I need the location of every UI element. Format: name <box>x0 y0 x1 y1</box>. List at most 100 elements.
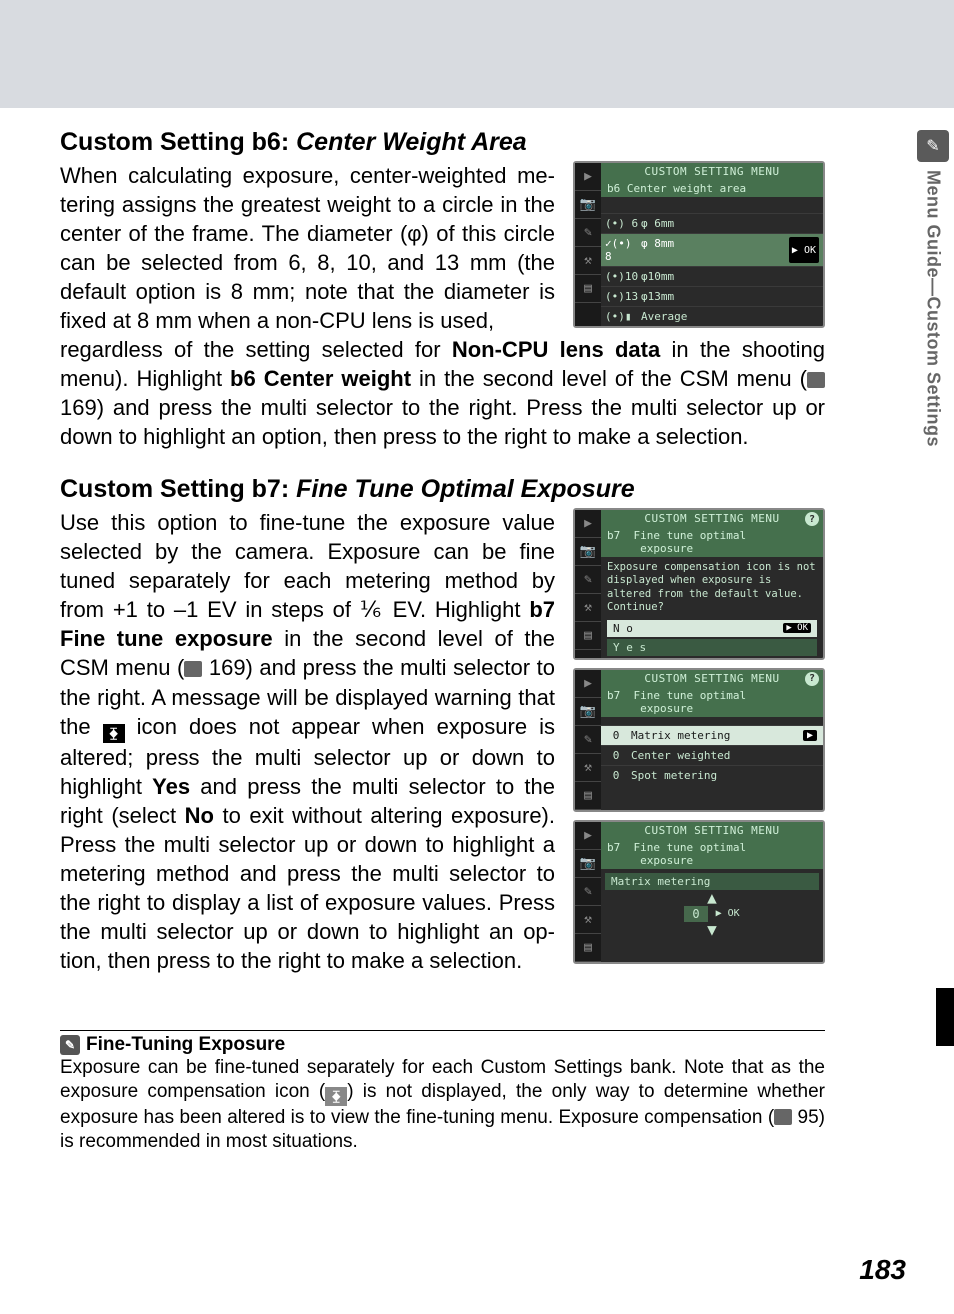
screen-header: CUSTOM SETTING MENU <box>601 510 823 527</box>
b7-para: Use this option to fine-tune the exposur… <box>60 508 555 974</box>
row-mark: (•) 6 <box>605 217 641 230</box>
option-yes: Y e s <box>607 639 817 656</box>
tab-icon: ▤ <box>575 275 601 303</box>
tab-icon: ✎ <box>575 878 601 906</box>
page-ref-icon <box>774 1109 792 1125</box>
text: to exit without altering exposure). Pres… <box>60 803 555 973</box>
row-label: φ13mm <box>641 290 819 303</box>
tab-icon: ▤ <box>575 934 601 962</box>
tab-icon: ⚒ <box>575 594 601 622</box>
screen-main: ? CUSTOM SETTING MENU b7 Fine tune optim… <box>601 670 823 810</box>
tab-icon: ▶ <box>575 510 601 538</box>
row-label: Spot metering <box>631 769 717 782</box>
screen-tabs: ▶ 📷 ✎ ⚒ ▤ <box>575 670 601 810</box>
warning-message: Exposure compensation icon is not displa… <box>601 557 823 618</box>
tab-icon: ⚒ <box>575 754 601 782</box>
tab-icon: ▤ <box>575 782 601 810</box>
value-adjuster: Matrix metering ▲ 0 ▶ OK ▼ <box>601 869 823 942</box>
camera-screen-b7-metering: ▶ 📷 ✎ ⚒ ▤ ? CUSTOM SETTING MENU b7 Fine … <box>573 668 825 812</box>
tab-icon: ▶ <box>575 163 601 191</box>
screen-subheader: b7 Fine tune optimal exposure <box>601 839 823 869</box>
screen-main: CUSTOM SETTING MENU b6 Center weight are… <box>601 163 823 326</box>
side-tab-label: Menu Guide—Custom Settings <box>923 170 944 447</box>
screen-subheader: b7 Fine tune optimal exposure <box>601 527 823 557</box>
screen-subheader: b7 Fine tune optimal exposure <box>601 687 823 717</box>
screen-header: CUSTOM SETTING MENU <box>601 163 823 180</box>
exposure-comp-icon: ⧱ <box>325 1087 347 1106</box>
tab-icon: 📷 <box>575 698 601 726</box>
screens-column: ▶ 📷 ✎ ⚒ ▤ ? CUSTOM SETTING MENU b7 Fine … <box>573 508 825 964</box>
camera-screen-b7-confirm: ▶ 📷 ✎ ⚒ ▤ ? CUSTOM SETTING MENU b7 Fine … <box>573 508 825 660</box>
ok-indicator: ▶ OK <box>789 237 819 263</box>
option-row: (•)▮Average <box>601 306 823 326</box>
page-number: 183 <box>859 1254 906 1286</box>
section-b7: Custom Setting b7: Fine Tune Optimal Exp… <box>60 475 825 974</box>
ok-indicator: ▶ OK <box>716 908 740 919</box>
heading-b7-title: Fine Tune Optimal Exposure <box>296 475 635 503</box>
ok-indicator: ▶ OK <box>783 623 811 633</box>
b6-para2: regardless of the setting selected for N… <box>60 335 825 451</box>
tab-icon: ⚒ <box>575 247 601 275</box>
tab-icon: ⚒ <box>575 906 601 934</box>
option-row: (•)13φ13mm <box>601 286 823 306</box>
bold-term: b6 Center weight <box>230 366 411 391</box>
tab-icon: ✎ <box>575 219 601 247</box>
text: Use this option to fine-tune the exposur… <box>60 510 555 622</box>
row-value: 0 <box>607 769 625 782</box>
row-label: φ 8mm <box>641 237 789 263</box>
heading-b7-prefix: Custom Setting b7: <box>60 475 296 503</box>
option-row-selected: ✓(•) 8φ 8mm▶ OK <box>601 233 823 266</box>
option-no: N o ▶ OK <box>607 620 817 637</box>
heading-b6: Custom Setting b6: Center Weight Area <box>60 128 825 157</box>
help-icon: ? <box>805 672 819 686</box>
tab-icon: ▶ <box>575 670 601 698</box>
pencil-icon: ✎ <box>917 130 949 162</box>
row-mark: (•)13 <box>605 290 641 303</box>
note-title-text: Fine-Tuning Exposure <box>86 1034 285 1056</box>
row-label: Center weighted <box>631 749 730 762</box>
text: regardless of the setting selected for <box>60 337 452 362</box>
option-label: N o <box>613 622 633 635</box>
section-b6-top: When calculating exposure, center-weight… <box>60 161 825 335</box>
bold-term: Yes <box>152 774 190 799</box>
pencil-icon: ✎ <box>60 1035 80 1055</box>
exposure-comp-icon: ⧱ <box>103 724 125 743</box>
row-label: φ 6mm <box>641 217 819 230</box>
option-label: Y e s <box>613 641 646 654</box>
row-mark: (•)10 <box>605 270 641 283</box>
row-label: φ10mm <box>641 270 819 283</box>
screen-tabs: ▶ 📷 ✎ ⚒ ▤ <box>575 163 601 326</box>
text: 169) and press the multi selector to the… <box>60 395 825 449</box>
page-ref-icon <box>184 661 202 677</box>
tab-icon: 📷 <box>575 850 601 878</box>
header-band <box>0 0 954 108</box>
camera-screen-b6: ▶ 📷 ✎ ⚒ ▤ CUSTOM SETTING MENU b6 Center … <box>573 161 825 328</box>
tab-icon: 📷 <box>575 538 601 566</box>
tab-icon: ✎ <box>575 566 601 594</box>
heading-b7: Custom Setting b7: Fine Tune Optimal Exp… <box>60 475 825 504</box>
adjuster-value: 0 <box>684 906 707 922</box>
down-arrow-icon: ▼ <box>605 922 819 938</box>
note-title: ✎ Fine-Tuning Exposure <box>60 1030 825 1056</box>
screen-main: CUSTOM SETTING MENU b7 Fine tune optimal… <box>601 822 823 962</box>
b6-para1: When calculating exposure, center-weight… <box>60 161 555 335</box>
bold-term: Non-CPU lens data <box>452 337 660 362</box>
metering-row-selected: 0Matrix metering▶ <box>601 725 823 745</box>
camera-screen-b7-adjust: ▶ 📷 ✎ ⚒ ▤ CUSTOM SETTING MENU b7 Fine tu… <box>573 820 825 964</box>
row-mark: (•)▮ <box>605 310 641 323</box>
screen-tabs: ▶ 📷 ✎ ⚒ ▤ <box>575 822 601 962</box>
page-content: Custom Setting b6: Center Weight Area Wh… <box>0 108 880 1155</box>
screen-header: CUSTOM SETTING MENU <box>601 670 823 687</box>
tab-icon: ▤ <box>575 622 601 650</box>
tab-icon: 📷 <box>575 191 601 219</box>
thumb-tab <box>936 988 954 1046</box>
screen-header: CUSTOM SETTING MENU <box>601 822 823 839</box>
tab-icon: ▶ <box>575 822 601 850</box>
heading-b6-prefix: Custom Setting b6: <box>60 128 296 156</box>
note-box: ✎ Fine-Tuning Exposure Exposure can be f… <box>60 1030 825 1155</box>
row-label: Matrix metering <box>631 729 797 742</box>
bold-term: No <box>185 803 214 828</box>
row-value: 0 <box>607 749 625 762</box>
heading-b6-title: Center Weight Area <box>296 128 527 156</box>
option-row: (•)10φ10mm <box>601 266 823 286</box>
